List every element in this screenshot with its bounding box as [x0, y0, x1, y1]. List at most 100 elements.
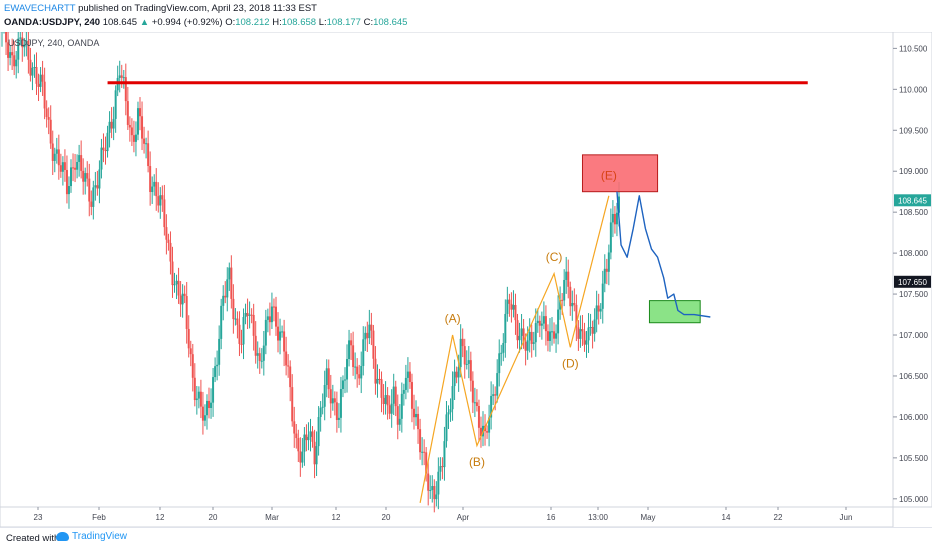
candle-body: [279, 331, 282, 341]
publish-line: EWAVECHARTT published on TradingView.com…: [4, 3, 317, 14]
price-label-box: [894, 194, 931, 207]
candle-body: [319, 407, 322, 418]
chart-area[interactable]: 110.500 110.000 109.500 109.000 108.500 108.0…: [0, 32, 932, 532]
candle-body: [240, 343, 243, 345]
candle-body: [573, 303, 576, 305]
author-link[interactable]: EWAVECHARTT: [4, 3, 76, 14]
time-tick-label: 13:00: [588, 513, 609, 522]
candle-body: [309, 431, 312, 437]
candle-body: [41, 74, 44, 82]
candle-body: [551, 331, 554, 333]
candle-body: [165, 227, 168, 240]
candle-body: [274, 306, 277, 327]
close-value: 108.645: [373, 17, 408, 28]
candle-body: [7, 42, 10, 58]
candle-body: [313, 441, 316, 465]
candle-body: [341, 380, 344, 390]
candle-body: [346, 359, 349, 380]
candle-body: [463, 346, 466, 365]
candle-body: [307, 436, 310, 441]
candle-body: [435, 494, 438, 500]
candle-body: [78, 155, 81, 162]
candle-body: [228, 267, 231, 280]
candle-body: [469, 360, 472, 381]
candle-body: [611, 213, 614, 223]
candle-body: [477, 406, 480, 428]
candle-body: [17, 38, 20, 60]
candle-body: [577, 327, 580, 339]
candle-body: [171, 261, 174, 286]
forecast-path: [616, 191, 711, 318]
candle-body: [540, 323, 543, 326]
candle-body: [471, 380, 474, 403]
price-label-text: 107.650: [898, 278, 927, 287]
candle-body: [613, 213, 616, 225]
candle-body: [548, 331, 551, 341]
candle-body: [490, 395, 493, 418]
candle-body: [244, 312, 247, 318]
candle-body: [102, 147, 105, 151]
candle-body: [67, 186, 70, 195]
candle-body: [532, 342, 535, 344]
time-tick-label: Feb: [92, 513, 106, 522]
time-tick-label: Apr: [457, 513, 470, 522]
candle-body: [218, 338, 221, 365]
candle-body: [277, 326, 280, 341]
candle-body: [94, 185, 97, 188]
candle-body: [173, 284, 176, 286]
wave-label: (A): [445, 312, 461, 326]
candle-body: [427, 473, 430, 491]
candle-body: [524, 341, 527, 351]
change-arrow-icon: ▲: [139, 17, 150, 28]
candle-body: [352, 345, 355, 368]
candle-body: [350, 340, 353, 346]
candle-body: [230, 267, 233, 299]
candle-body: [208, 400, 211, 408]
price-tick-label: 110.500: [899, 44, 928, 53]
time-tick-label: 20: [382, 513, 391, 522]
candle-body: [303, 434, 306, 452]
candle-body: [161, 195, 164, 200]
candle-body: [100, 147, 103, 170]
candle-body: [479, 427, 482, 437]
tradingview-logo-icon: [56, 532, 69, 541]
candle-body: [433, 486, 436, 500]
candle-body: [494, 394, 497, 396]
candle-body: [333, 398, 336, 403]
price-tick-label: 105.000: [899, 495, 928, 504]
candle-body: [382, 397, 385, 405]
tradingview-brand[interactable]: TradingView: [56, 531, 127, 542]
candle-body: [465, 363, 468, 365]
time-tick-label: 12: [332, 513, 341, 522]
candle-body: [55, 149, 58, 154]
candle-body: [238, 324, 241, 344]
candle-body: [254, 335, 257, 356]
candle-body: [419, 429, 422, 453]
candle-body: [520, 328, 523, 336]
candle-body: [437, 471, 440, 495]
candle-body: [65, 169, 68, 195]
candle-body: [335, 402, 338, 420]
candle-body: [53, 153, 56, 161]
candle-body: [553, 331, 556, 339]
candle-body: [157, 196, 160, 206]
candle-body: [398, 418, 401, 425]
candle-body: [329, 389, 332, 404]
candle-body: [321, 406, 324, 408]
candle-body: [504, 313, 507, 343]
candle-body: [43, 81, 46, 109]
candle-body: [408, 371, 411, 383]
price-change: +0.994 (+0.92%): [151, 17, 223, 28]
candle-body: [122, 77, 125, 79]
candle-body: [25, 40, 28, 45]
candle-body: [242, 317, 245, 345]
candle-body: [354, 366, 357, 368]
candle-body: [368, 324, 371, 339]
candle-body: [514, 304, 517, 321]
candle-body: [145, 143, 148, 145]
candle-body: [378, 378, 381, 380]
candle-body: [415, 413, 418, 418]
price-chart[interactable]: 110.500 110.000 109.500 109.000 108.500 108.0…: [0, 32, 932, 527]
candle-body: [579, 329, 582, 339]
time-tick-label: Jun: [840, 513, 853, 522]
